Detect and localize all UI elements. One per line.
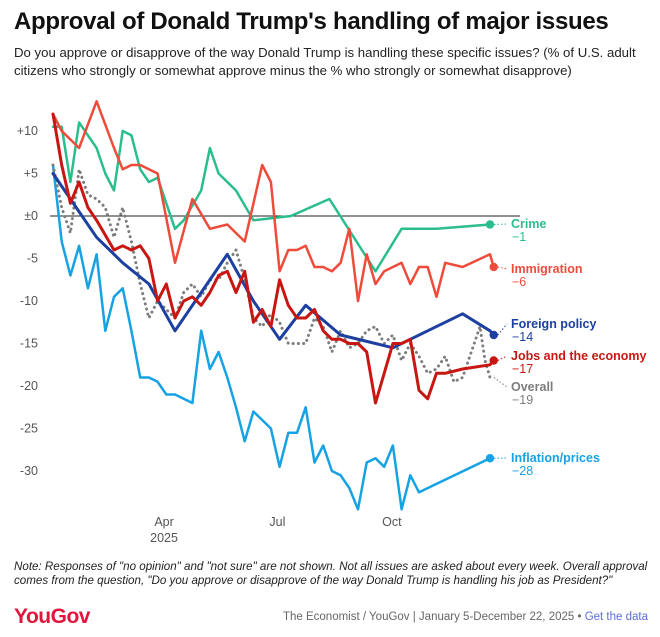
yougov-logo: YouGov [14, 605, 90, 628]
source-footer: The Economist / YouGov | January 5-Decem… [283, 611, 648, 623]
series-value-overall: −19 [512, 393, 533, 407]
y-tick-label: ±0 [24, 209, 38, 223]
end-marker-jobs-and-the-economy [489, 356, 498, 365]
chart-note: Note: Responses of "no opinion" and "not… [14, 560, 648, 587]
chart-subtitle: Do you approve or disapprove of the way … [14, 45, 636, 78]
y-tick-label: +10 [17, 124, 38, 138]
x-tick-sublabel: 2025 [150, 531, 178, 545]
y-tick-label: +5 [24, 167, 38, 181]
series-value-foreign-policy: −14 [512, 330, 533, 344]
series-value-crime: −1 [512, 230, 526, 244]
y-tick-label: -10 [20, 294, 38, 308]
series-value-immigration: −6 [512, 275, 526, 289]
end-marker-immigration [489, 262, 498, 272]
series-line-inflation-prices [51, 163, 492, 511]
source-text: The Economist / YouGov | January 5-Decem… [282, 611, 585, 623]
end-marker-crime [485, 220, 495, 229]
page-title: Approval of Donald Trump's handling of m… [14, 8, 609, 35]
y-tick-label: -20 [20, 379, 38, 393]
series-value-jobs-and-the-economy: −17 [512, 362, 533, 376]
x-tick-label: Apr [154, 515, 173, 529]
leader-line-overall [493, 377, 508, 388]
leader-line-immigration [497, 266, 508, 270]
leader-line-crime [493, 223, 508, 225]
end-marker-foreign-policy [489, 330, 498, 340]
series-line-jobs-and-the-economy [51, 112, 496, 405]
series-label-jobs-and-the-economy: Jobs and the economy [511, 349, 646, 363]
series-label-foreign-policy: Foreign policy [511, 317, 596, 331]
leader-line-foreign-policy [497, 323, 508, 336]
series-line-immigration [51, 100, 495, 303]
x-tick-label: Oct [382, 515, 402, 529]
x-tick-label: Jul [269, 515, 285, 529]
line-chart: +10 +5 ±0 -5 -10 -15 -20 -25 -30 Apr 2025 Jul Oct Cri… [17, 100, 646, 545]
y-tick-label: -30 [20, 464, 38, 478]
y-tick-label: -5 [27, 252, 38, 266]
y-tick-label: -15 [20, 337, 38, 351]
series-value-inflation-prices: −28 [512, 464, 533, 478]
series-line-crime [51, 121, 492, 273]
series-label-inflation-prices: Inflation/prices [511, 451, 600, 465]
series-label-overall: Overall [511, 380, 553, 394]
y-tick-label: -25 [20, 422, 38, 436]
series-label-crime: Crime [511, 217, 546, 231]
leader-line-jobs-and-the-economy [497, 355, 508, 361]
series-label-immigration: Immigration [511, 262, 583, 276]
end-marker-inflation-prices [485, 454, 495, 463]
get-data-link[interactable]: Get the data [584, 611, 648, 623]
